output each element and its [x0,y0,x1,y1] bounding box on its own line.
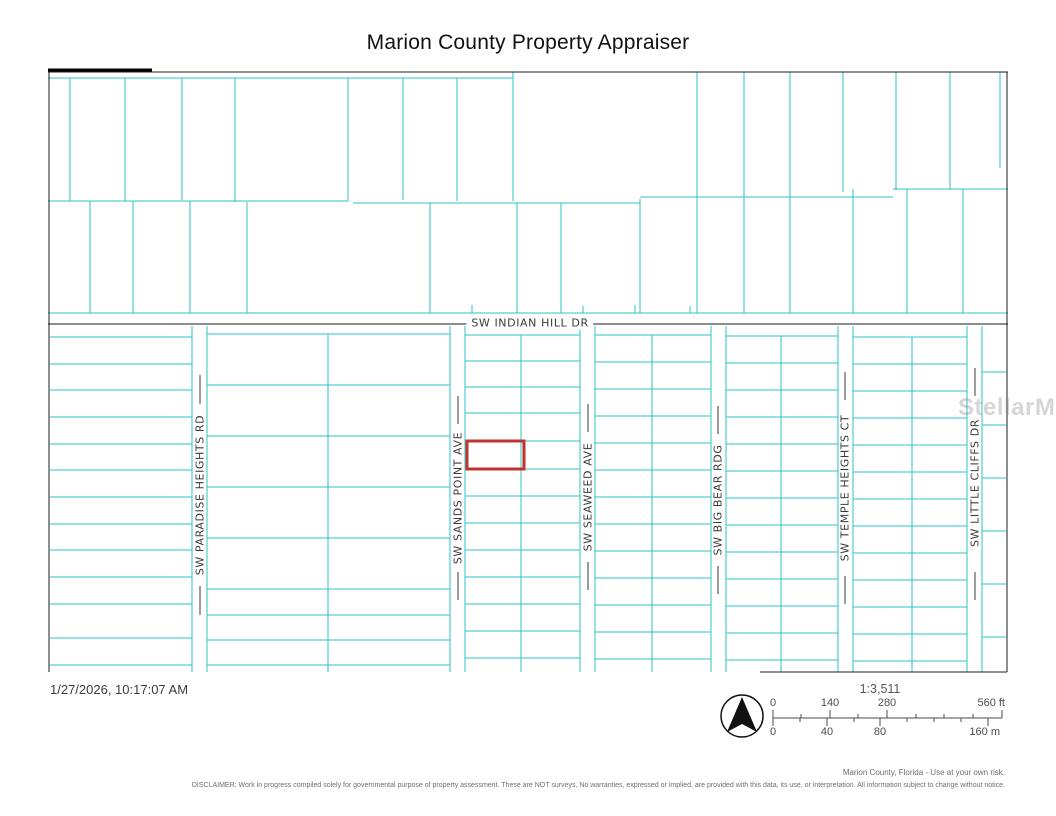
map-parcels [48,68,1008,673]
parcel-lines-top-row2-verticals [89,189,964,313]
street-label-little-cliffs: SW LITTLE CLIFFS DR [968,418,982,548]
street-label-dashes [199,368,976,615]
timestamp: 1/27/2026, 10:17:07 AM [50,682,189,697]
street-label-seaweed: SW SEAWEED AVE [581,442,595,552]
scale-ft-140: 140 [820,697,840,709]
parcel-rows-block-f [853,336,967,672]
street-label-sands-point: SW SANDS POINT AVE [451,431,465,565]
parcel-lines-top-horizontals [48,77,1008,314]
page-title: Marion County Property Appraiser [366,31,690,54]
north-arrow-icon [720,694,764,738]
disclaimer-text: DISCLAIMER: Work in progress compiled so… [191,782,1005,789]
parcel-rows-block-b [207,333,450,672]
scale-bar [772,710,1003,726]
watermark: StellarMLS [958,394,1056,421]
scale-ratio: 1:3,511 [859,682,901,696]
street-label-big-bear: SW BIG BEAR RDG [711,444,725,556]
scale-m-40: 40 [820,726,834,738]
attribution-text: Marion County, Florida - Use at your own… [842,768,1005,777]
parcel-rows-block-g [982,371,1006,638]
street-label-indian-hill: SW INDIAN HILL DR [466,316,594,330]
parcel-rows-block-a [50,336,192,666]
scale-ft-280: 280 [877,697,897,709]
scale-m-80: 80 [873,726,887,738]
street-label-paradise-heights: SW PARADISE HEIGHTS RD [193,414,207,576]
parcel-rows-block-c [465,334,580,672]
scale-m-0: 0 [769,726,777,738]
parcel-rows-block-e [726,335,838,672]
map-frame-lines [48,71,1008,673]
parcel-lines-top-row1-verticals [69,72,1001,202]
street-label-temple-heights: SW TEMPLE HEIGHTS CT [838,414,852,562]
scale-m-160: 160 m [969,726,1000,738]
scale-ft-560: 560 ft [977,697,1005,709]
selected-parcel-outline [465,439,526,471]
parcel-rows-block-d [595,334,711,672]
scale-ft-0: 0 [769,697,777,709]
